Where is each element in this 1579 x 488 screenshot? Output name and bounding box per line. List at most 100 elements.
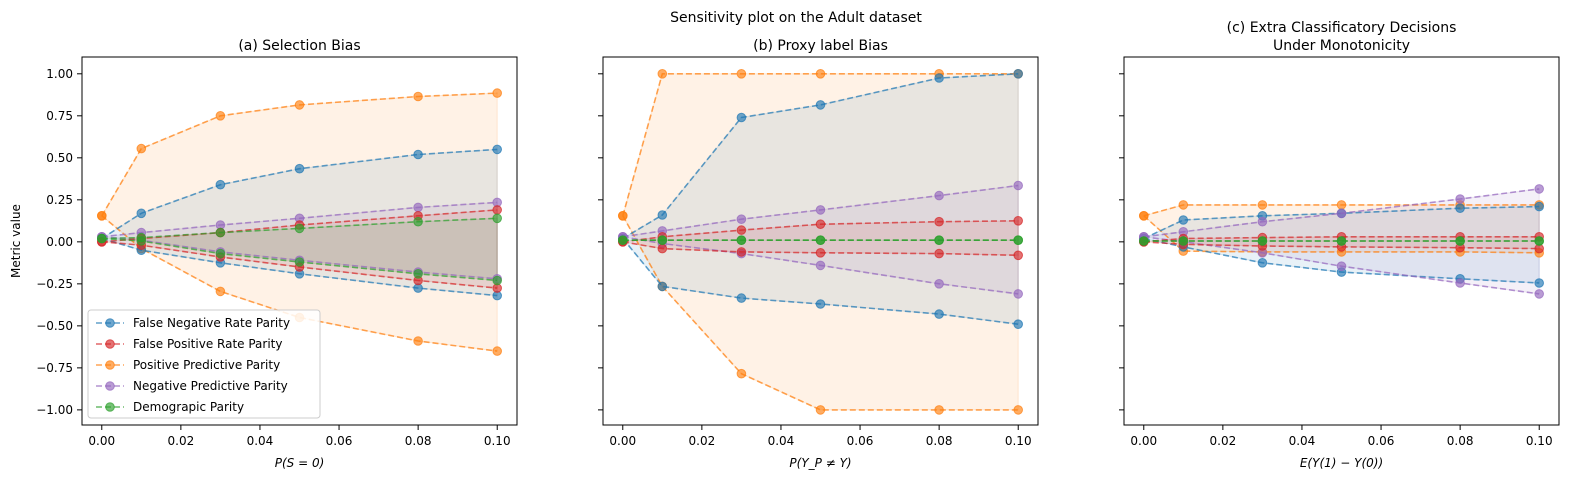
data-point [1455, 236, 1465, 246]
legend-marker-2 [105, 339, 115, 349]
data-point [934, 405, 944, 415]
series-line-3-upper [622, 73, 1019, 217]
data-point [492, 275, 503, 286]
legend-marker-5 [105, 402, 115, 412]
data-point [815, 405, 826, 415]
x-tick-label: 0.02 [689, 434, 716, 448]
data-point [1336, 261, 1347, 272]
series-line-1-upper [622, 73, 1019, 240]
data-point [492, 346, 503, 356]
data-point [1013, 405, 1024, 415]
series-line-4-lower [622, 236, 1019, 295]
data-point [492, 88, 503, 98]
legend-marker-4 [105, 381, 115, 391]
data-point [1013, 69, 1024, 79]
legend-entry: Positive Predictive Parity [133, 358, 280, 372]
chart-panel-3: 0.00 0.02 0.04 0.06 0.08 0.10 (c) Extra Classi… [1119, 20, 1560, 470]
data-point [1336, 200, 1347, 210]
legend-entry: False Positive Rate Parity [133, 337, 282, 351]
data-point [657, 235, 668, 245]
data-point [215, 179, 226, 190]
data-point [413, 216, 423, 227]
data-point [815, 248, 826, 258]
x-tick-label: 0.08 [926, 434, 953, 448]
data-point [215, 248, 226, 259]
data-point [657, 69, 668, 79]
data-point [1178, 200, 1189, 210]
series-line-2-lower [1143, 241, 1540, 250]
data-point [492, 144, 503, 155]
y-tick-label: −0.75 [36, 361, 73, 375]
data-point [815, 69, 826, 79]
panel-title: (a) Selection Bias [238, 38, 360, 54]
data-point [136, 208, 147, 219]
data-point [736, 235, 747, 245]
data-point [1455, 203, 1465, 213]
data-point [413, 202, 423, 213]
chart-panel-2: 0.00 0.02 0.04 0.06 0.08 0.10 (b) Proxy label … [598, 38, 1039, 470]
data-point [1336, 236, 1347, 246]
y-tick-label: 0.00 [46, 235, 73, 249]
x-axis-label: E(Y(1) − Y(0)) [1300, 456, 1383, 470]
y-tick-label: 1.00 [46, 67, 73, 81]
data-point [934, 248, 944, 259]
x-tick-label: 0.08 [1447, 434, 1474, 448]
series-line-2-upper [101, 209, 498, 243]
y-tick-label: 0.50 [46, 151, 73, 165]
range-area-2 [101, 209, 498, 289]
data-point [294, 100, 305, 110]
y-tick-label: 0.25 [46, 193, 73, 207]
data-point [657, 243, 668, 254]
data-point [492, 205, 503, 215]
data-point [1455, 278, 1465, 288]
x-axis-label: P(Y_P ≠ Y) [789, 456, 851, 470]
data-point [736, 247, 747, 257]
data-point [815, 100, 826, 110]
x-tick-label: 0.10 [1005, 434, 1032, 448]
data-point [934, 216, 944, 227]
x-tick-label: 0.06 [847, 434, 874, 448]
data-point [413, 269, 423, 279]
series-line-2-upper [1143, 236, 1540, 243]
data-point [1534, 278, 1544, 288]
data-point [1139, 236, 1149, 246]
series-line-5-upper [101, 217, 498, 240]
x-tick-label: 0.00 [1130, 434, 1157, 448]
series-line-3-lower [622, 215, 1019, 411]
series-line-5-lower [101, 237, 498, 282]
data-point [1013, 216, 1024, 226]
data-point [815, 299, 826, 309]
data-point [413, 149, 423, 160]
y-tick-label: −1.00 [36, 403, 73, 417]
data-point [294, 257, 305, 267]
x-tick-label: 0.00 [88, 434, 115, 448]
data-point [1534, 184, 1544, 194]
data-point [413, 336, 423, 346]
data-point [934, 190, 944, 201]
x-tick-label: 0.04 [247, 434, 274, 448]
series-line-3-upper [101, 92, 498, 217]
axes-frame [1123, 56, 1560, 426]
data-point [934, 235, 944, 245]
data-point [736, 293, 747, 303]
data-point [1139, 211, 1149, 221]
y-tick-label: −0.25 [36, 277, 73, 291]
data-point [1013, 289, 1024, 299]
series-line-3-lower [1143, 215, 1540, 254]
x-tick-label: 0.10 [1526, 434, 1553, 448]
series-line-3-lower [101, 215, 498, 352]
legend-marker-1 [105, 318, 115, 328]
data-point [215, 227, 226, 238]
legend-marker-3 [105, 360, 115, 370]
data-point [618, 211, 628, 221]
y-axis-label: Metric value [9, 204, 23, 278]
data-point [294, 163, 305, 174]
data-point [215, 286, 226, 297]
legend-box [87, 309, 321, 419]
legend-entry: False Negative Rate Parity [133, 316, 290, 330]
data-point [736, 214, 747, 224]
series-line-1-lower [622, 237, 1019, 325]
panel-title-line2: Under Monotonicity [1273, 38, 1410, 54]
data-point [1013, 319, 1024, 330]
